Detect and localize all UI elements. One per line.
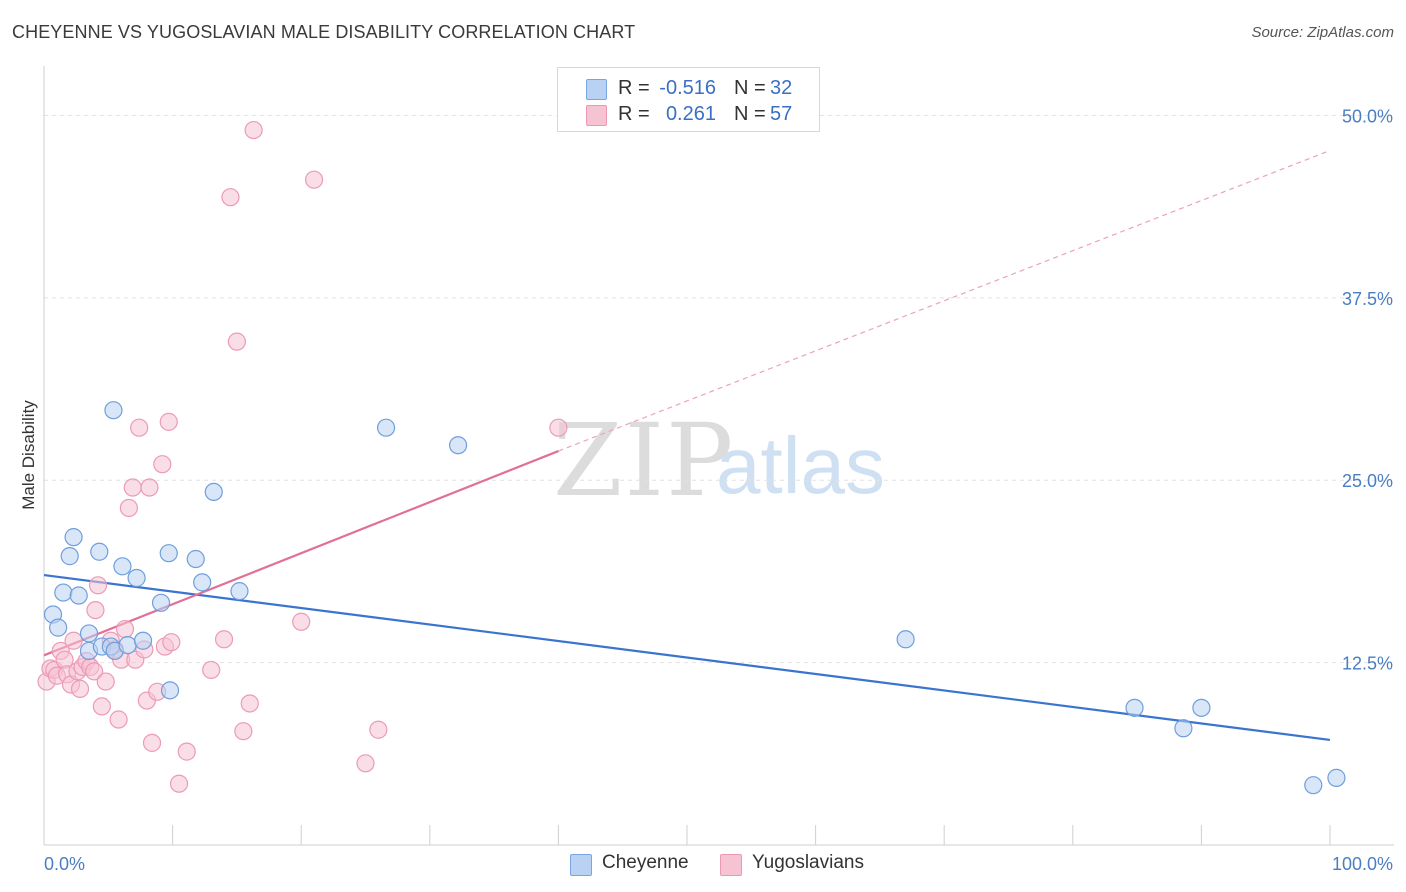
point-yugoslavians: [304, 170, 324, 189]
legend-row-yugoslavians: R = 0.261 N = 57: [558, 100, 818, 128]
bottom-legend-label: Cheyenne: [602, 852, 689, 873]
point-yugoslavians: [86, 600, 105, 620]
tick-labels: 12.5% 25.0% 37.5% 50.0% 0.0% 100.0%: [44, 106, 1393, 874]
point-cheyenne: [1327, 768, 1346, 787]
point-cheyenne: [160, 681, 180, 700]
point-cheyenne: [186, 549, 205, 569]
point-cheyenne: [64, 528, 83, 547]
point-cheyenne: [79, 624, 99, 643]
y-tick-label: 25.0%: [1342, 471, 1393, 491]
point-cheyenne: [49, 618, 68, 637]
point-cheyenne: [90, 542, 109, 561]
point-cheyenne: [151, 593, 171, 612]
watermark-zip: ZIP: [553, 402, 736, 519]
point-yugoslavians: [96, 672, 115, 691]
point-cheyenne: [69, 586, 88, 605]
legend-r-value: 0.261: [665, 103, 716, 125]
point-cheyenne: [113, 557, 132, 576]
point-yugoslavians: [177, 742, 196, 761]
point-yugoslavians: [109, 710, 128, 729]
point-cheyenne: [54, 583, 73, 602]
data-points: [37, 120, 1346, 795]
bottom-legend-swatch-pink: [720, 854, 742, 876]
point-yugoslavians: [234, 722, 253, 741]
point-cheyenne: [127, 568, 146, 588]
point-cheyenne: [1125, 698, 1144, 717]
point-yugoslavians: [356, 754, 375, 773]
y-tick-label: 12.5%: [1342, 654, 1393, 674]
point-yugoslavians: [92, 697, 111, 716]
point-yugoslavians: [142, 733, 162, 752]
point-yugoslavians: [202, 660, 221, 680]
point-cheyenne: [118, 636, 137, 655]
point-yugoslavians: [64, 631, 83, 650]
y-tick-label: 50.0%: [1342, 106, 1393, 126]
legend-swatch-blue: [586, 79, 607, 100]
point-cheyenne: [104, 401, 123, 420]
legend-n-value: 57: [770, 103, 793, 125]
trend-lines: [43, 149, 1331, 742]
point-cheyenne: [448, 436, 468, 455]
point-yugoslavians: [549, 418, 568, 437]
y-axis-label: Male Disability: [19, 400, 38, 510]
point-yugoslavians: [227, 332, 246, 351]
point-yugoslavians: [292, 612, 311, 631]
point-cheyenne: [230, 582, 249, 601]
point-yugoslavians: [123, 478, 142, 497]
point-yugoslavians: [240, 694, 259, 713]
trend-line-yugoslavians-extension: [558, 149, 1331, 452]
point-cheyenne: [204, 482, 223, 502]
axes: [43, 66, 1394, 846]
point-yugoslavians: [244, 120, 263, 140]
legend-n-label: N =: [734, 103, 766, 125]
point-yugoslavians: [70, 679, 90, 698]
legend-n-value: 32: [770, 77, 793, 99]
chart-title: CHEYENNE VS YUGOSLAVIAN MALE DISABILITY …: [12, 22, 636, 42]
point-cheyenne: [376, 418, 396, 437]
watermark-atlas: atlas: [716, 421, 885, 510]
point-yugoslavians: [115, 619, 135, 639]
x-tick-label-min: 0.0%: [44, 854, 85, 874]
point-yugoslavians: [214, 630, 234, 649]
source-label: Source: ZipAtlas.com: [1251, 24, 1394, 41]
legend-row-cheyenne: R = -0.516 N = 32: [558, 74, 818, 102]
point-yugoslavians: [221, 188, 240, 207]
point-yugoslavians: [119, 498, 138, 518]
legend-r-value: -0.516: [659, 77, 716, 99]
trend-line-cheyenne: [43, 573, 1331, 742]
point-cheyenne: [1304, 776, 1323, 795]
point-cheyenne: [133, 631, 153, 650]
point-cheyenne: [193, 573, 212, 592]
point-yugoslavians: [140, 478, 159, 497]
point-yugoslavians: [88, 576, 108, 595]
point-cheyenne: [159, 544, 178, 563]
point-yugoslavians: [85, 662, 104, 681]
point-yugoslavians: [159, 412, 178, 431]
point-yugoslavians: [369, 720, 388, 739]
stats-legend: R = -0.516 N = 32 R = 0.261 N = 57: [557, 67, 820, 132]
point-yugoslavians: [153, 455, 172, 474]
point-yugoslavians: [169, 774, 189, 793]
bottom-legend-label: Yugoslavians: [752, 852, 864, 873]
legend-swatch-pink: [586, 105, 607, 126]
point-cheyenne: [896, 630, 915, 649]
point-yugoslavians: [130, 418, 149, 437]
point-cheyenne: [1174, 719, 1193, 738]
point-yugoslavians: [162, 633, 181, 652]
bottom-legend-swatch-blue: [570, 854, 592, 876]
legend-r-label: R =: [618, 77, 650, 99]
x-tick-label-max: 100.0%: [1332, 854, 1393, 874]
point-cheyenne: [1192, 698, 1211, 717]
legend-r-label: R =: [618, 103, 650, 125]
point-cheyenne: [60, 547, 79, 566]
y-tick-label: 37.5%: [1342, 289, 1393, 309]
legend-n-label: N =: [734, 77, 766, 99]
